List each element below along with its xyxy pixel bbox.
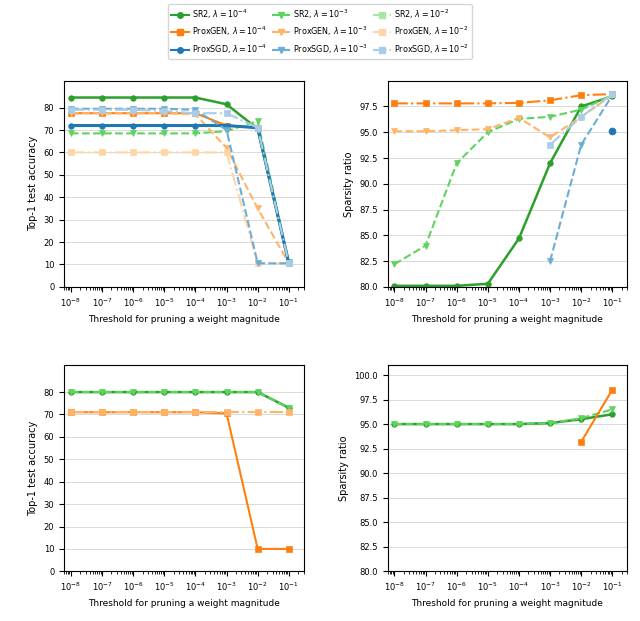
Y-axis label: Sparsity ratio: Sparsity ratio (344, 151, 354, 217)
X-axis label: Threshold for pruning a weight magnitude: Threshold for pruning a weight magnitude (88, 315, 280, 324)
X-axis label: Threshold for pruning a weight magnitude: Threshold for pruning a weight magnitude (412, 315, 604, 324)
Legend: SR2, $\lambda = 10^{-4}$, ProxGEN, $\lambda = 10^{-4}$, ProxSGD, $\lambda = 10^{: SR2, $\lambda = 10^{-4}$, ProxGEN, $\lam… (168, 4, 472, 59)
Y-axis label: Sparsity ratio: Sparsity ratio (339, 435, 349, 501)
Y-axis label: Top-1 test accuracy: Top-1 test accuracy (28, 420, 38, 516)
Y-axis label: Top-1 test accuracy: Top-1 test accuracy (28, 136, 38, 232)
X-axis label: Threshold for pruning a weight magnitude: Threshold for pruning a weight magnitude (88, 599, 280, 608)
X-axis label: Threshold for pruning a weight magnitude: Threshold for pruning a weight magnitude (412, 599, 604, 608)
